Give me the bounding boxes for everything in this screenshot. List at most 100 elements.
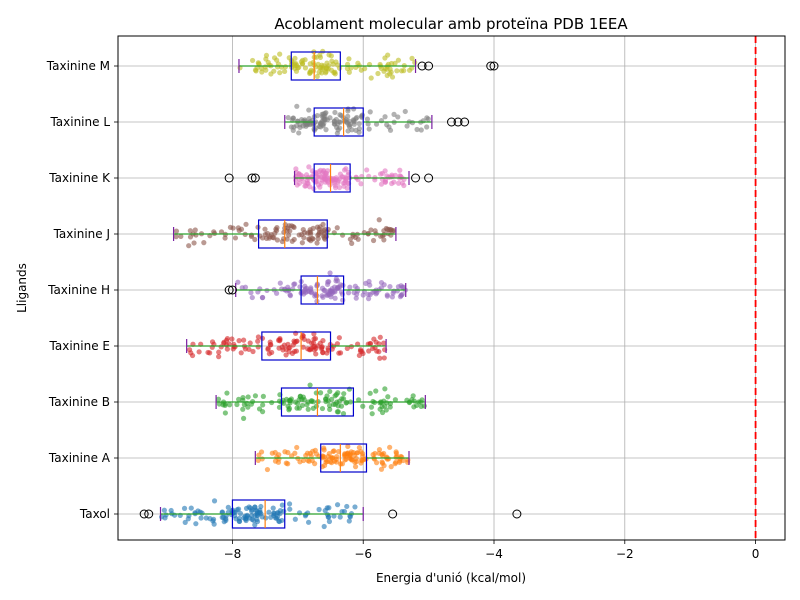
jitter-point <box>387 71 393 77</box>
jitter-point <box>286 501 293 507</box>
jitter-point <box>321 447 327 453</box>
jitter-point <box>393 454 399 460</box>
jitter-point <box>292 399 299 405</box>
jitter-point <box>271 510 277 516</box>
jitter-point <box>238 350 244 356</box>
jitter-point <box>252 504 258 510</box>
jitter-point <box>356 445 362 451</box>
jitter-point <box>271 68 277 74</box>
jitter-point <box>395 284 402 290</box>
jitter-point <box>250 348 256 355</box>
jitter-point <box>340 297 346 303</box>
jitter-point <box>382 403 388 409</box>
jitter-point <box>255 334 261 340</box>
jitter-point <box>263 52 270 59</box>
jitter-point <box>384 226 391 232</box>
jitter-point <box>187 228 193 234</box>
jitter-point <box>359 450 366 457</box>
jitter-point <box>332 401 338 407</box>
box-iqr <box>231 499 286 529</box>
jitter-point <box>354 450 360 456</box>
jitter-point <box>276 404 283 410</box>
jitter-point <box>259 409 266 415</box>
jitter-point <box>323 396 329 402</box>
jitter-point <box>352 464 359 470</box>
jitter-point <box>249 516 255 522</box>
jitter-point <box>323 127 329 133</box>
jitter-point <box>404 123 410 129</box>
jitter-point <box>229 336 235 342</box>
jitter-point <box>381 237 387 243</box>
jitter-point <box>303 172 310 178</box>
jitter-point <box>262 226 268 232</box>
outlier-marker <box>411 173 421 183</box>
jitter-point <box>312 291 318 297</box>
jitter-point <box>187 234 194 240</box>
jitter-point <box>260 402 266 408</box>
jitter-point <box>240 394 246 401</box>
jitter-point <box>277 338 283 344</box>
jitter-point <box>288 124 295 130</box>
y-tick-label: Taxol <box>79 507 110 521</box>
jitter-point <box>326 52 332 58</box>
jitter-point <box>163 512 169 518</box>
jitter-point <box>255 457 261 464</box>
jitter-point <box>225 504 231 510</box>
jitter-point <box>402 108 408 115</box>
jitter-point <box>378 233 384 239</box>
jitter-point <box>286 407 292 413</box>
jitter-point <box>387 66 393 72</box>
jitter-point <box>352 283 358 289</box>
jitter-point <box>243 221 249 227</box>
box-iqr <box>261 331 332 361</box>
jitter-point <box>307 382 313 388</box>
jitter-point <box>226 341 232 347</box>
jitter-point <box>244 513 250 519</box>
jitter-point <box>299 240 305 246</box>
jitter-point <box>353 455 359 462</box>
jitter-point <box>313 403 319 409</box>
jitter-point <box>317 340 323 346</box>
jitter-point <box>279 238 285 245</box>
jitter-point <box>333 392 339 398</box>
jitter-point <box>291 348 298 355</box>
jitter-point <box>334 502 341 508</box>
jitter-point <box>303 183 309 189</box>
box-iqr <box>300 275 345 305</box>
x-tick-label: −2 <box>616 547 634 561</box>
jitter-point <box>263 515 269 521</box>
jitter-point <box>378 279 385 286</box>
jitter-point <box>394 68 400 74</box>
jitter-point <box>330 61 336 67</box>
y-tick-label: Taxinine M <box>46 59 110 73</box>
outlier-marker <box>447 117 456 127</box>
jitter-point <box>367 340 374 347</box>
outlier-marker <box>224 285 234 295</box>
jitter-point <box>379 409 386 416</box>
jitter-point <box>344 345 350 352</box>
jitter-point <box>396 459 403 465</box>
jitter-point <box>356 397 362 403</box>
jitter-point <box>358 460 364 466</box>
jitter-point <box>388 60 395 67</box>
jitter-point <box>323 233 330 240</box>
jitter-point <box>249 294 255 301</box>
jitter-point <box>355 236 361 242</box>
jitter-point <box>286 349 292 355</box>
jitter-point <box>353 295 359 301</box>
jitter-point <box>236 396 242 402</box>
jitter-point <box>300 123 306 129</box>
jitter-point <box>308 67 314 73</box>
jitter-point <box>321 523 327 530</box>
jitter-point <box>267 339 273 345</box>
jitter-point <box>182 519 188 525</box>
jitter-point <box>351 106 357 112</box>
jitter-point <box>307 61 313 67</box>
jitter-point <box>358 181 364 187</box>
jitter-point <box>326 402 333 409</box>
jitter-point <box>247 340 253 346</box>
jitter-point <box>249 57 256 64</box>
jitter-point <box>277 70 283 76</box>
outlier-marker <box>388 509 398 519</box>
jitter-point <box>343 117 349 123</box>
